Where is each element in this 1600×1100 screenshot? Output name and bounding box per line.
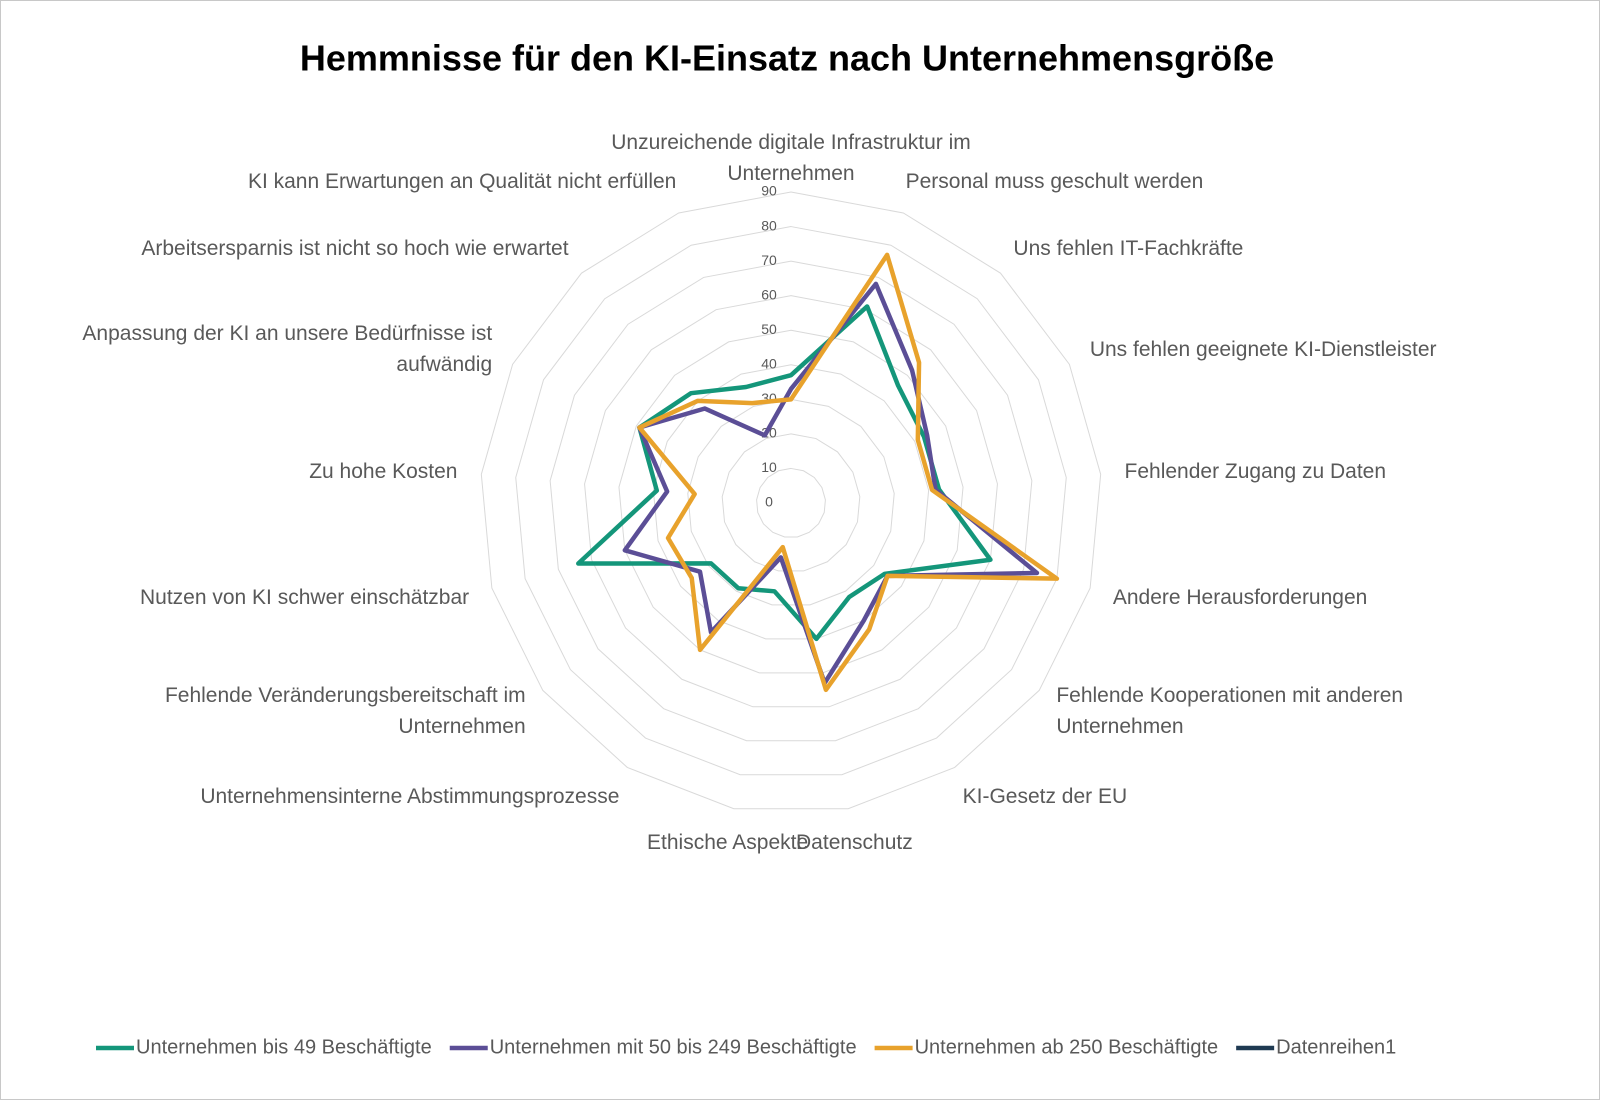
chart-title: Hemmnisse für den KI-Einsatz nach Untern… — [300, 38, 1274, 79]
category-label: Personal muss geschult werden — [905, 169, 1204, 193]
category-label: Fehlende Veränderungsbereitschaft im Unt… — [164, 683, 526, 738]
grid-ring — [618, 329, 964, 674]
grid-ring — [652, 364, 930, 640]
category-label: Zu hohe Kosten — [309, 459, 458, 483]
grid-ring — [756, 467, 826, 538]
grid-ring — [584, 295, 998, 708]
category-label: KI-Gesetz der EU — [962, 784, 1128, 808]
category-label: Anpassung der KI an unsere Bedürfnisse i… — [82, 322, 493, 377]
category-label: Fehlende Kooperationen mit anderen Unter… — [1056, 683, 1404, 738]
legend-label: Unternehmen mit 50 bis 249 Beschäftigte — [490, 1036, 857, 1058]
grid-ring — [515, 226, 1067, 776]
r-tick-label: 40 — [761, 355, 777, 371]
r-tick-label: 70 — [761, 252, 777, 268]
category-label: Uns fehlen IT-Fachkräfte — [1013, 236, 1244, 260]
category-label: KI kann Erwartungen an Qualität nicht er… — [247, 169, 677, 193]
r-tick-label: 90 — [761, 183, 777, 199]
grid-ring — [480, 191, 1102, 810]
grid-ring — [721, 433, 861, 572]
legend-label: Datenreihen1 — [1276, 1036, 1396, 1058]
legend-label: Unternehmen ab 250 Beschäftigte — [915, 1036, 1219, 1058]
r-tick-label: 0 — [765, 494, 773, 510]
category-label: Unzureichende digitale Infrastruktur im … — [611, 131, 971, 185]
r-tick-label: 50 — [761, 321, 777, 337]
series-line — [637, 252, 1060, 693]
r-tick-label: 60 — [761, 286, 777, 302]
category-label: Unternehmensinterne Abstimmungsprozesse — [200, 784, 620, 808]
r-tick-label: 10 — [761, 459, 777, 475]
r-tick-label: 80 — [761, 217, 777, 233]
category-label: Fehlender Zugang zu Daten — [1124, 459, 1387, 483]
legend-label: Unternehmen bis 49 Beschäftigte — [136, 1036, 432, 1058]
category-label: Arbeitsersparnis ist nicht so hoch wie e… — [141, 236, 569, 260]
category-label: Andere Herausforderungen — [1112, 585, 1368, 609]
grid-ring — [687, 398, 895, 606]
grid-ring — [549, 260, 1033, 742]
category-label: Datenschutz — [796, 830, 913, 854]
category-label: Uns fehlen geeignete KI-Dienstleister — [1089, 337, 1437, 361]
category-label: Ethische Aspekte — [647, 830, 809, 854]
category-label: Nutzen von KI schwer einschätzbar — [139, 585, 470, 609]
